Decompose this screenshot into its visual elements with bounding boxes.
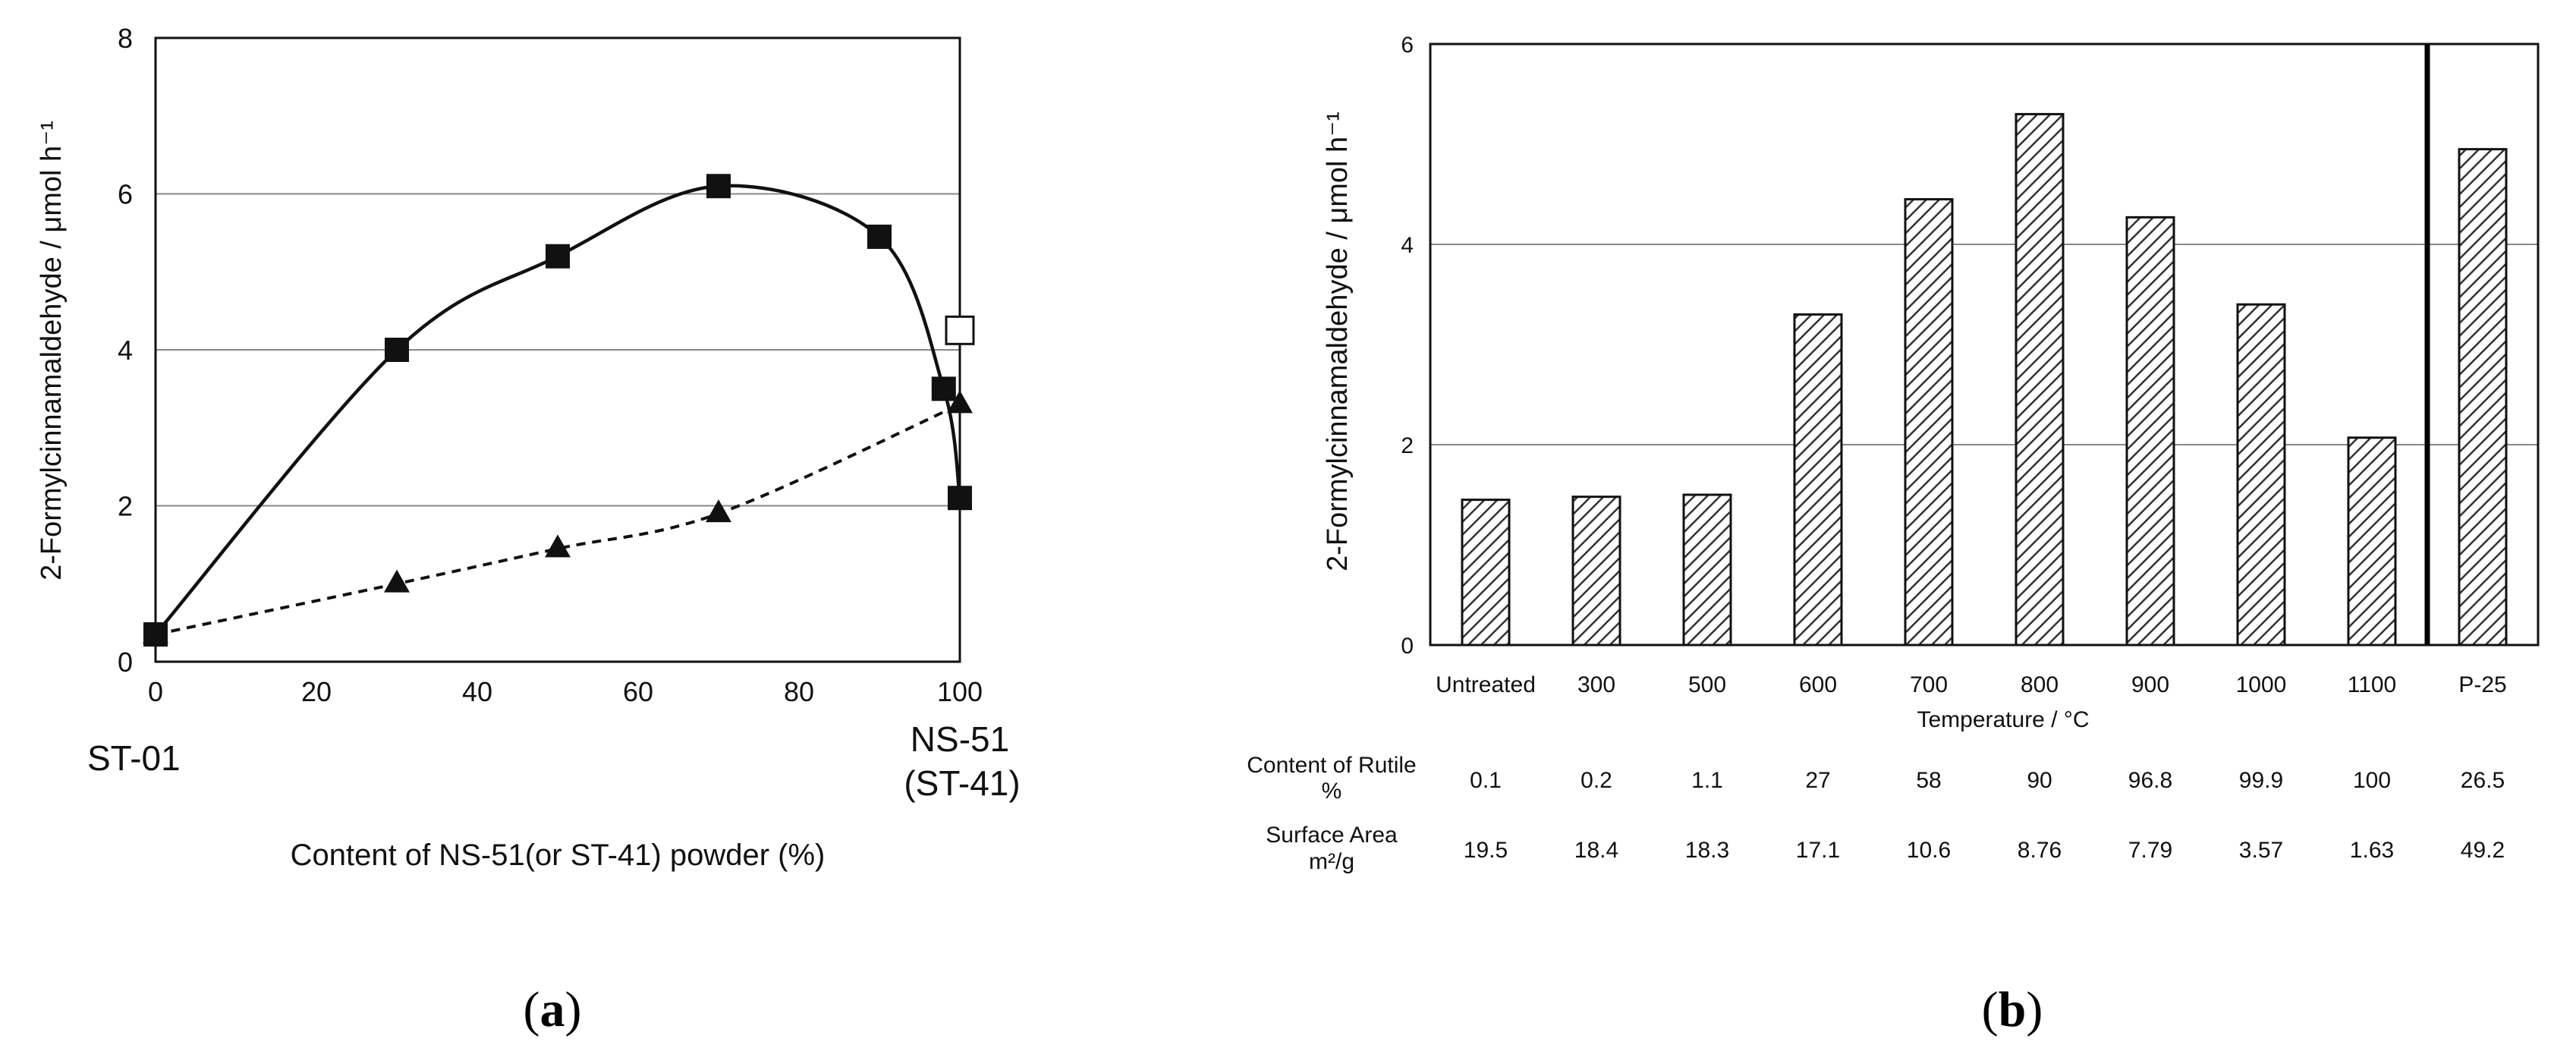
chart-b-x-tick-label: 600 (1799, 672, 1837, 697)
chart-b-y-tick-labels: 0 2 4 6 (1401, 33, 1414, 659)
table-row-label-rutile-line2: % (1322, 779, 1342, 804)
chart-b-x-tick-label: 1100 (2348, 672, 2397, 697)
chart-a-series-line-0 (154, 184, 962, 636)
chart-a-point-square (546, 244, 570, 269)
chart-a-point-triangle (706, 499, 731, 523)
chart-b-bar (2236, 303, 2286, 647)
chart-a-point-square (706, 174, 731, 199)
chart-a-x-axis-label: Content of NS-51(or ST-41) powder (%) (291, 839, 826, 872)
chart-b-bar (2015, 112, 2065, 647)
chart-b-y-tick-label: 6 (1401, 33, 1414, 58)
panel-label-a-letter: a (540, 982, 565, 1037)
chart-b-data-table: Content of Rutile % Surface Area m²/g 0.… (1247, 753, 2505, 874)
table-cell: 58 (1916, 768, 1941, 793)
chart-b-x-tick-labels: Untreated 300 500 600 700 800 900 1000 1100 P-25 (1436, 672, 2507, 697)
chart-b-bar (2458, 148, 2508, 647)
chart-a-x-tick-label: 80 (784, 676, 814, 707)
table-cell: 96.8 (2128, 768, 2172, 793)
table-cell: 0.1 (1470, 768, 1502, 793)
chart-a-y-tick-label: 4 (118, 335, 133, 366)
chart-b-bar (1682, 493, 1732, 647)
table-cell: 18.3 (1685, 838, 1729, 863)
chart-a-x-tick-labels: 0 20 40 60 80 100 (148, 676, 983, 707)
chart-a-y-tick-label: 2 (118, 491, 133, 522)
chart-b-bar (1571, 496, 1621, 647)
chart-b-plot-frame (1429, 42, 2540, 647)
chart-b-gridlines (1430, 244, 2538, 445)
chart-b-y-tick-label: 4 (1401, 233, 1414, 258)
table-row-label-surface-line1: Surface Area (1266, 823, 1398, 848)
chart-b: 0 2 4 6 Untreated 300 500 600 700 800 900 1000 1100… (1247, 33, 2540, 1037)
chart-a-point-square (385, 338, 409, 362)
chart-a-x-tick-label: 20 (301, 676, 332, 707)
chart-a-x-tick-label: 60 (623, 676, 653, 707)
chart-a-gridlines (156, 193, 960, 507)
chart-b-x-tick-label: Untreated (1436, 672, 1536, 697)
table-cell: 7.79 (2128, 838, 2172, 863)
chart-a-x-end-label-line1: NS-51 (911, 719, 1009, 759)
chart-a: 0 2 4 6 8 0 20 40 60 80 100 2-Formylcinnamaldehyd… (36, 23, 1021, 1037)
chart-b-y-tick-label: 0 (1401, 634, 1414, 659)
table-cell: 10.6 (1907, 838, 1951, 863)
chart-b-bar (1793, 313, 1843, 647)
chart-a-point-triangle (384, 569, 410, 593)
table-cell: 19.5 (1464, 838, 1508, 863)
chart-a-point-triangle (545, 534, 571, 558)
chart-a-plot-frame (154, 36, 961, 663)
chart-b-x-tick-label: 500 (1688, 672, 1726, 697)
chart-a-point-square (931, 376, 956, 401)
chart-a-point-triangle (143, 620, 168, 644)
chart-b-y-axis-label: 2-Formylcinnamaldehyde / μmol h⁻¹ (1322, 112, 1354, 571)
chart-b-y-tick-label: 2 (1401, 433, 1414, 458)
chart-b-x-tick-label: 900 (2131, 672, 2169, 697)
table-cell: 3.57 (2239, 838, 2283, 863)
table-cell: 0.2 (1581, 768, 1612, 793)
table-cell: 100 (2353, 768, 2391, 793)
chart-a-series (143, 174, 975, 647)
chart-a-y-axis-label: 2-Formylcinnamaldehyde / μmol h⁻¹ (36, 121, 68, 581)
chart-a-y-tick-label: 8 (118, 23, 133, 54)
chart-a-point-triangle (947, 390, 973, 414)
table-row-label-rutile-line1: Content of Rutile (1247, 753, 1416, 778)
table-cell: 27 (1805, 768, 1830, 793)
table-cell: 90 (2027, 768, 2052, 793)
chart-b-bars (1461, 112, 2508, 647)
chart-a-x-tick-label: 40 (462, 676, 492, 707)
chart-a-y-tick-labels: 0 2 4 6 8 (118, 23, 133, 678)
chart-a-x-tick-label: 100 (937, 676, 983, 707)
chart-a-point-square (948, 486, 972, 511)
chart-a-y-tick-label: 0 (118, 647, 133, 678)
chart-b-x-axis-label: Temperature / °C (1917, 707, 2089, 732)
chart-b-x-tick-label: P-25 (2458, 672, 2506, 697)
chart-b-x-tick-label: 300 (1577, 672, 1615, 697)
chart-b-x-tick-label: 1000 (2236, 672, 2287, 697)
table-row-label-surface-line2: m²/g (1309, 849, 1354, 874)
table-cell: 8.76 (2018, 838, 2062, 863)
chart-a-y-tick-label: 6 (118, 179, 133, 210)
table-cell: 1.63 (2350, 838, 2394, 863)
table-cell: 1.1 (1691, 768, 1723, 793)
chart-b-bar (2347, 436, 2397, 647)
panel-label-b-letter: b (1999, 982, 2027, 1037)
chart-a-x-tick-label: 0 (148, 676, 163, 707)
chart-b-bar (2125, 216, 2175, 647)
chart-a-series-line-1 (155, 403, 961, 636)
table-cell: 18.4 (1574, 838, 1618, 863)
panel-label-a: (a) (524, 982, 582, 1037)
panel-label-b: (b) (1982, 982, 2043, 1037)
chart-b-bar (1904, 198, 1954, 647)
chart-a-x-end-label-line2: (ST-41) (904, 763, 1020, 803)
chart-b-bar (1461, 499, 1511, 647)
chart-a-point-open-square (945, 315, 975, 345)
chart-a-x-start-label: ST-01 (87, 738, 181, 778)
chart-a-point-square (867, 225, 892, 250)
chart-b-x-tick-label: 800 (2021, 672, 2059, 697)
chart-b-x-tick-label: 700 (1910, 672, 1948, 697)
table-cell: 26.5 (2461, 768, 2505, 793)
table-cell: 49.2 (2461, 838, 2505, 863)
table-cell: 99.9 (2239, 768, 2283, 793)
table-cell: 17.1 (1796, 838, 1840, 863)
